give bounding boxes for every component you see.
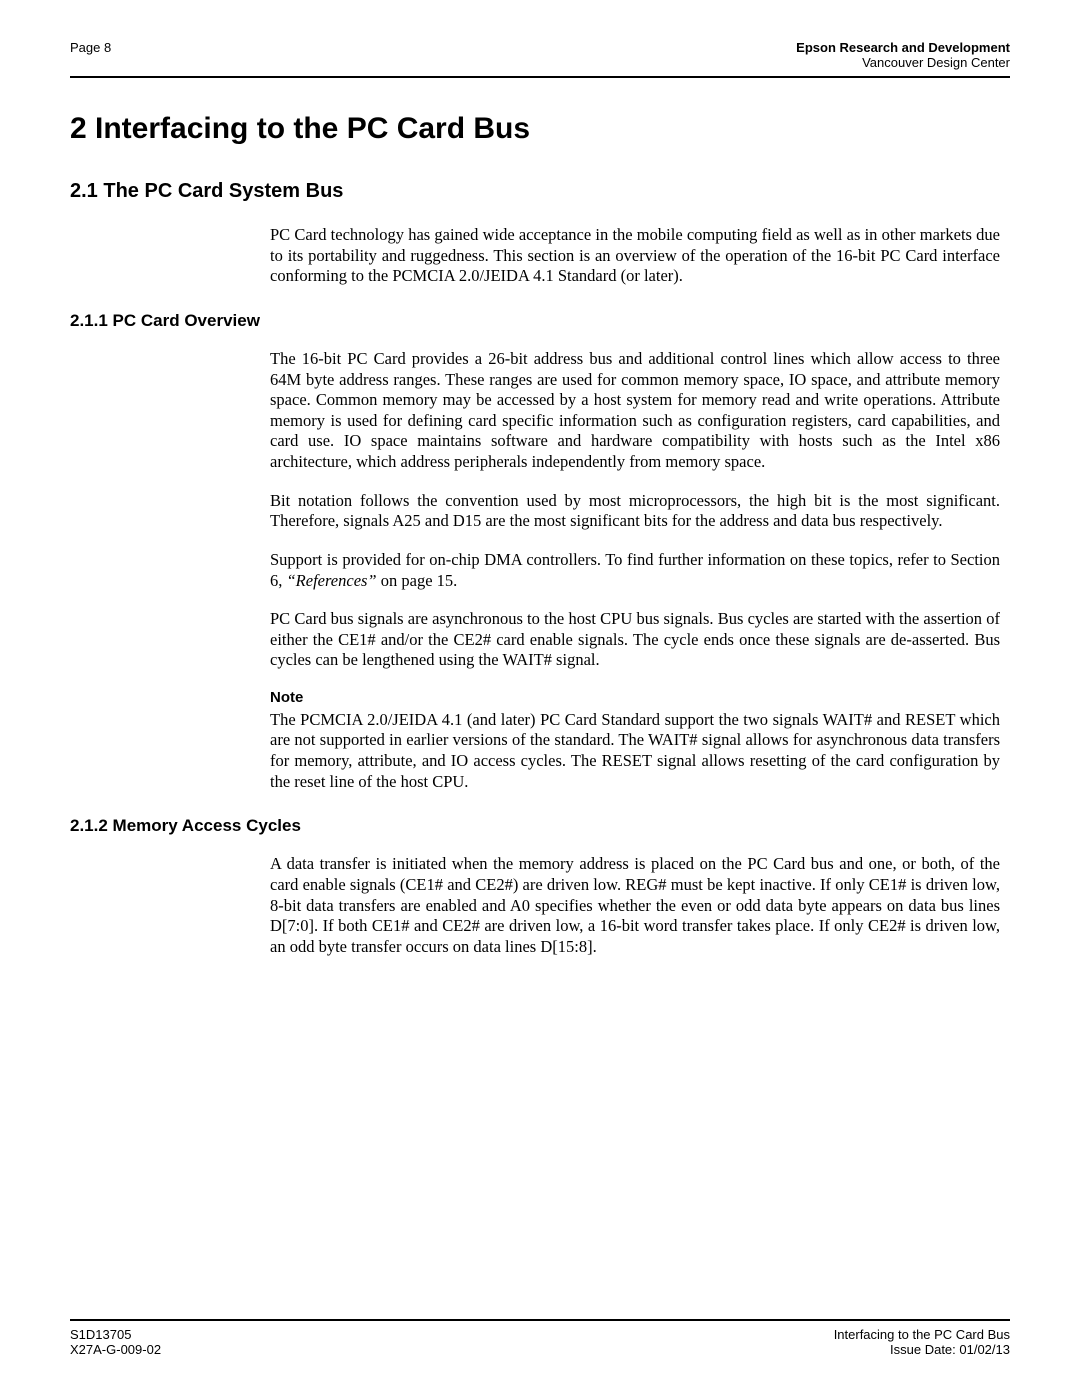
footer-title: Interfacing to the PC Card Bus xyxy=(834,1327,1010,1342)
section-2-1-1-p2: Bit notation follows the convention used… xyxy=(270,491,1000,532)
footer-doc-id: S1D13705 xyxy=(70,1327,161,1342)
note-body: The PCMCIA 2.0/JEIDA 4.1 (and later) PC … xyxy=(270,710,1000,793)
section-2-1-1-heading: 2.1.1 PC Card Overview xyxy=(70,311,1010,331)
header-suborg: Vancouver Design Center xyxy=(796,55,1010,70)
page: Page 8 Epson Research and Development Va… xyxy=(0,0,1080,1397)
footer-left: S1D13705 X27A-G-009-02 xyxy=(70,1327,161,1357)
chapter-title: 2 Interfacing to the PC Card Bus xyxy=(70,112,1010,146)
footer-date: Issue Date: 01/02/13 xyxy=(834,1342,1010,1357)
header-org: Epson Research and Development xyxy=(796,40,1010,55)
page-number: Page 8 xyxy=(70,40,111,55)
section-2-1-2-heading: 2.1.2 Memory Access Cycles xyxy=(70,816,1010,836)
section-2-1-1-body: The 16-bit PC Card provides a 26-bit add… xyxy=(270,349,1000,792)
header-left: Page 8 xyxy=(70,40,111,55)
header-right: Epson Research and Development Vancouver… xyxy=(796,40,1010,70)
footer-doc-code: X27A-G-009-02 xyxy=(70,1342,161,1357)
section-2-1-1-p1: The 16-bit PC Card provides a 26-bit add… xyxy=(270,349,1000,473)
note-label: Note xyxy=(270,689,1000,708)
section-2-1-p1: PC Card technology has gained wide accep… xyxy=(270,225,1000,287)
section-2-1-2-body: A data transfer is initiated when the me… xyxy=(270,854,1000,957)
section-2-1-1-p4: PC Card bus signals are asynchronous to … xyxy=(270,609,1000,671)
p3-reference: “References” xyxy=(287,571,377,590)
section-2-1-2-p1: A data transfer is initiated when the me… xyxy=(270,854,1000,957)
page-footer: S1D13705 X27A-G-009-02 Interfacing to th… xyxy=(70,1319,1010,1357)
footer-right: Interfacing to the PC Card Bus Issue Dat… xyxy=(834,1327,1010,1357)
page-header: Page 8 Epson Research and Development Va… xyxy=(70,40,1010,78)
section-2-1-1-p3: Support is provided for on-chip DMA cont… xyxy=(270,550,1000,591)
section-2-1-body: PC Card technology has gained wide accep… xyxy=(270,225,1000,287)
section-2-1-heading: 2.1 The PC Card System Bus xyxy=(70,180,1010,203)
p3-text-b: on page 15. xyxy=(377,571,458,590)
